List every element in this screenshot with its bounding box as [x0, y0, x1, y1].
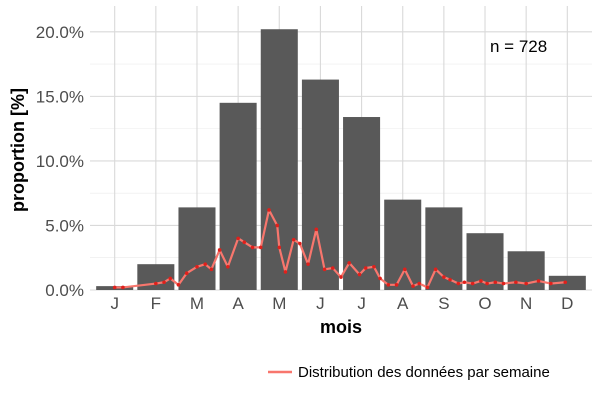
x-tick-label: J — [357, 294, 366, 313]
weekly-point — [394, 283, 399, 287]
sample-size-annotation: n = 728 — [490, 37, 547, 56]
bar — [301, 79, 339, 290]
weekly-point — [433, 267, 438, 272]
x-tick-label: N — [520, 294, 532, 313]
weekly-point — [347, 261, 352, 265]
weekly-point — [250, 245, 255, 250]
weekly-point — [378, 276, 382, 281]
weekly-point — [514, 280, 518, 285]
weekly-point — [402, 267, 407, 272]
weekly-point — [258, 245, 263, 250]
y-axis-title: proportion [%] — [8, 88, 28, 212]
weekly-point — [168, 276, 173, 281]
legend-label: Distribution des données par semaine — [298, 364, 550, 381]
weekly-point — [501, 281, 506, 286]
weekly-point — [425, 285, 430, 290]
x-tick-label: D — [561, 294, 573, 313]
weekly-point — [479, 279, 483, 283]
weekly-point — [217, 248, 222, 252]
x-tick-label: S — [438, 294, 449, 313]
weekly-point — [524, 281, 528, 286]
y-tick-label: 15.0% — [36, 87, 84, 106]
x-tick-label: F — [151, 294, 161, 313]
weekly-point — [549, 281, 553, 286]
weekly-point — [236, 236, 240, 241]
weekly-point — [184, 271, 189, 276]
weekly-point — [322, 267, 327, 272]
weekly-point — [363, 266, 368, 270]
bar — [548, 275, 586, 290]
weekly-point — [470, 281, 475, 286]
weekly-point — [417, 281, 421, 286]
y-tick-label: 20.0% — [36, 23, 84, 42]
weekly-point — [298, 241, 302, 246]
weekly-point — [291, 237, 296, 242]
y-tick-label: 10.0% — [36, 152, 84, 171]
weekly-point — [176, 283, 181, 287]
weekly-point — [195, 264, 199, 269]
y-tick-labels: 0.0% 5.0% 10.0% 15.0% 20.0% — [36, 23, 84, 300]
bar-layer — [96, 29, 586, 291]
weekly-point — [372, 264, 376, 269]
weekly-point — [462, 280, 467, 285]
weekly-point — [203, 262, 208, 266]
legend: Distribution des données par semaine — [268, 364, 550, 381]
weekly-point — [121, 285, 125, 290]
bar — [466, 233, 504, 290]
weekly-point — [330, 266, 335, 270]
weekly-point — [563, 280, 568, 285]
bar — [384, 199, 422, 290]
y-tick-label: 0.0% — [45, 281, 84, 300]
weekly-point — [277, 245, 282, 250]
line-layer — [112, 208, 568, 290]
weekly-point — [112, 285, 117, 290]
weekly-point — [162, 280, 166, 285]
weekly-point — [314, 227, 319, 232]
x-tick-label: M — [190, 294, 204, 313]
weekly-point — [267, 208, 271, 212]
weekly-point — [209, 267, 214, 272]
weekly-point — [485, 281, 489, 286]
weekly-point — [357, 272, 362, 277]
weekly-point — [536, 279, 541, 283]
weekly-point — [411, 284, 415, 288]
weekly-point — [339, 275, 343, 279]
weekly-point — [456, 281, 461, 286]
weekly-point — [242, 240, 247, 245]
weekly-point — [442, 275, 446, 279]
x-tick-label: M — [272, 294, 286, 313]
weekly-point — [386, 283, 391, 287]
x-axis-title: mois — [320, 317, 362, 337]
weekly-point — [226, 264, 230, 269]
weekly-point — [306, 262, 310, 266]
weekly-point — [448, 277, 452, 282]
x-tick-label: O — [478, 294, 491, 313]
bar — [219, 102, 257, 291]
x-tick-label: J — [110, 294, 119, 313]
x-tick-label: A — [397, 294, 409, 313]
weekly-point — [283, 270, 288, 274]
weekly-point — [275, 223, 280, 228]
weekly-point — [493, 280, 498, 285]
weekly-point — [154, 281, 158, 286]
x-tick-label: J — [316, 294, 325, 313]
x-tick-label: A — [232, 294, 244, 313]
y-tick-label: 5.0% — [45, 216, 84, 235]
